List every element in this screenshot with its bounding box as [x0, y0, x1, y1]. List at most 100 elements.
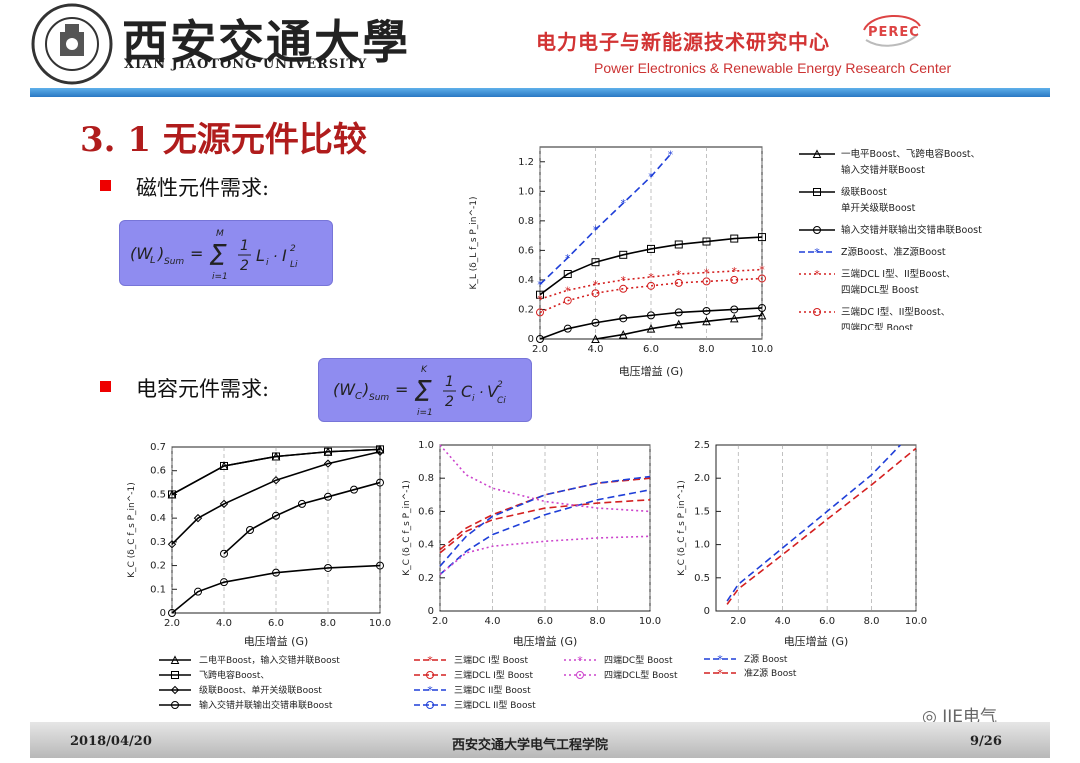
svg-text:(W: (W	[333, 380, 356, 399]
magnetic-requirement-label: 磁性元件需求:	[136, 176, 270, 200]
svg-text:I: I	[282, 246, 287, 265]
legend-entry-text: 四端DC型 Boost	[841, 322, 914, 330]
data-point: *	[676, 268, 682, 281]
svg-text:C: C	[355, 391, 362, 402]
top-chart-legend: 一电平Boost、飞跨电容Boost、输入交错并联Boost 级联Boost 单开关…	[799, 148, 982, 330]
x-tick-label: 6.0	[819, 616, 835, 627]
data-point	[619, 314, 628, 323]
capacitor-formula: (W C ) Sum = Σ K i=1 1 2 C i · V Ci 2	[318, 358, 532, 422]
svg-text:2: 2	[290, 244, 296, 254]
legend-entry-text: 三端DCL II型 Boost	[454, 699, 536, 711]
data-point	[246, 526, 254, 534]
y-tick-label: 0.7	[150, 442, 166, 453]
y-axis-label: K_L (δ_L f_s P_in^-1)	[469, 196, 479, 289]
data-point	[220, 461, 228, 470]
data-point	[376, 445, 384, 454]
x-tick-label: 6.0	[268, 618, 284, 629]
y-tick-label: 0.6	[150, 466, 166, 477]
x-tick-label: 10.0	[639, 616, 661, 627]
y-tick-label: 0.4	[418, 540, 434, 551]
data-point: *	[759, 264, 765, 277]
plot-frame	[439, 444, 651, 612]
x-tick-label: 2.0	[164, 618, 180, 629]
data-point	[563, 270, 572, 279]
svg-text:2: 2	[240, 258, 249, 274]
data-point	[324, 563, 332, 572]
svg-text:1: 1	[240, 238, 249, 254]
series-line	[539, 236, 763, 296]
x-tick-label: 2.0	[532, 344, 548, 355]
data-point: *	[668, 148, 674, 161]
legend-entry-text: 四端DC型 Boost	[604, 654, 673, 666]
data-point	[168, 609, 176, 617]
legend-marker	[813, 226, 821, 234]
inductor-energy-chart: 2.0 4.0 6.0 8.0 10.0 0 0.2 0.4 0.6 0.8 1.0 1.2 电压增益 …	[469, 146, 773, 378]
data-point	[757, 310, 767, 320]
legend-marker	[171, 701, 179, 709]
svg-text:2: 2	[445, 394, 454, 410]
x-tick-label: 4.0	[216, 618, 232, 629]
legend-entry-text: 输入交错并联输出交错串联Boost	[199, 699, 333, 711]
y-tick-label: 0.4	[150, 513, 166, 524]
data-point: *	[621, 197, 627, 210]
data-point	[271, 475, 281, 485]
data-point	[536, 290, 544, 299]
data-point	[758, 233, 766, 242]
svg-text:PEREC: PEREC	[868, 25, 920, 40]
series-line	[539, 153, 672, 285]
data-point	[375, 447, 385, 456]
x-tick-label: 4.0	[775, 616, 791, 627]
capacitor-energy-chart-zsource: 2.0 4.0 6.0 8.0 10.0 0 0.5 1.0 1.5 2.0 2.5 电压增益 (G)…	[677, 440, 927, 648]
data-point: *	[565, 284, 571, 297]
legend-marker	[576, 671, 584, 679]
y-tick-label: 0.8	[418, 473, 434, 484]
legend-entry-text: 级联Boost、单开关级联Boost	[199, 684, 322, 696]
legend-marker: *	[717, 667, 723, 680]
y-tick-label: 0.4	[518, 275, 534, 286]
legend-marker	[426, 671, 434, 679]
bottom-right-legend: * Z源 Boost * 准Z源 Boost	[704, 653, 797, 680]
x-tick-label: 6.0	[643, 344, 659, 355]
series-line	[439, 475, 651, 567]
data-point	[591, 318, 600, 327]
data-point	[219, 499, 229, 509]
data-point	[702, 306, 711, 315]
bottom-left-legend: 二电平Boost，输入交错并联Boost 飞跨电容Boost、级联Boost、单开…	[159, 654, 340, 711]
legend-marker: *	[717, 653, 723, 666]
legend-marker: *	[814, 246, 820, 259]
svg-text:i=1: i=1	[212, 272, 228, 282]
data-point	[324, 492, 332, 501]
legend-entry-text: 单开关级联Boost	[841, 202, 916, 214]
data-point	[298, 499, 306, 508]
svg-text:): )	[157, 244, 164, 263]
legend-marker	[170, 655, 180, 664]
data-point: *	[732, 265, 738, 278]
legend-entry-text: 四端DCL型 Boost	[604, 669, 678, 681]
bottom-middle-legend: * 三端DC I型 Boost 三端DCL I型 Boost * 三端DC II型 Bo…	[414, 654, 678, 711]
x-tick-label: 2.0	[432, 616, 448, 627]
svg-text:L: L	[256, 246, 265, 265]
svg-text:Ci: Ci	[497, 396, 506, 406]
y-tick-label: 1.0	[518, 186, 534, 197]
svg-text:1: 1	[445, 374, 454, 390]
y-tick-label: 0.2	[518, 304, 534, 315]
data-point	[758, 274, 766, 283]
legend-entry-text: Z源Boost、准Z源Boost	[841, 247, 946, 258]
y-tick-label: 1.5	[694, 506, 710, 517]
legend-entry-text: 输入交错并联Boost	[841, 164, 925, 176]
header-blue-band	[30, 88, 1050, 97]
legend-marker	[170, 685, 180, 695]
legend-entry-text: 三端DC I型 Boost	[454, 654, 528, 666]
y-tick-label: 0.6	[418, 506, 434, 517]
legend-marker: *	[427, 654, 433, 667]
data-point	[194, 587, 202, 596]
legend-entry-text: 飞跨电容Boost、	[199, 669, 269, 681]
svg-text:(W: (W	[130, 244, 153, 263]
y-tick-label: 0	[160, 608, 166, 619]
svg-text:·: ·	[479, 385, 483, 401]
x-tick-label: 8.0	[864, 616, 880, 627]
legend-entry-text: 三端DC II型 Boost	[454, 684, 531, 696]
data-point: *	[565, 252, 571, 265]
capacitor-energy-chart-dcl: 2.0 4.0 6.0 8.0 10.0 0 0.2 0.4 0.6 0.8 1.0 电压增益 (G)…	[402, 440, 661, 648]
data-point	[591, 334, 600, 343]
